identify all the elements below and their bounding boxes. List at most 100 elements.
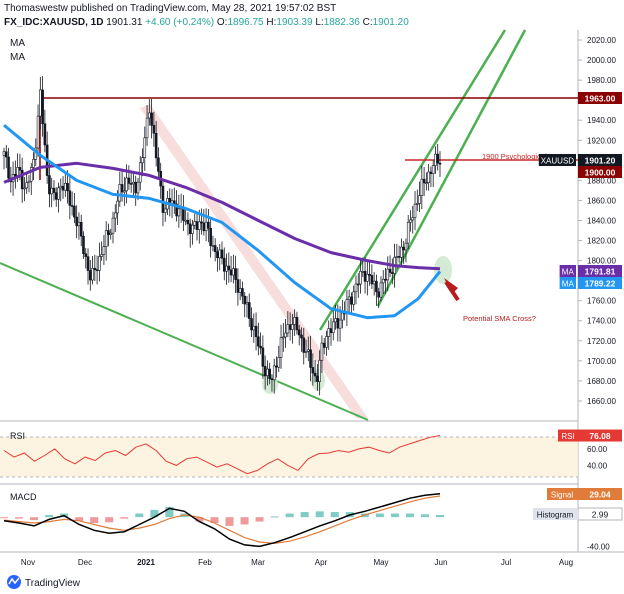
rsi-title[interactable]: RSI [10, 431, 25, 441]
candle-body [148, 112, 151, 119]
last-price: 1901.31 [106, 17, 143, 28]
candle-body [222, 257, 226, 272]
rsi-line[interactable] [3, 435, 441, 475]
candle-body [372, 280, 376, 285]
candle-body [247, 302, 251, 319]
ascending-channel-upper[interactable] [318, 29, 507, 331]
candle-body [134, 181, 138, 194]
candle-body [154, 132, 158, 159]
macd-histogram-bar [120, 517, 129, 519]
price-tick-label: 2020.00 [587, 36, 616, 45]
candle-body [32, 159, 35, 168]
candle-body [4, 151, 8, 158]
ascending-channel-lower[interactable] [376, 29, 527, 307]
macd-histogram-bar [330, 512, 339, 518]
candle-body [391, 272, 394, 274]
candle-body [43, 123, 47, 146]
price-label-tag-box [559, 277, 576, 289]
candle-body [266, 368, 269, 377]
candle-body [173, 200, 176, 205]
price-label-box [578, 277, 622, 289]
macd-signal-tag: Signal [551, 491, 573, 500]
candle-body [420, 178, 424, 196]
candle-body [102, 246, 106, 255]
candle-body [250, 318, 253, 331]
ma-fast-line[interactable] [3, 124, 442, 320]
macd-histogram-bar [240, 517, 249, 525]
candle-body [331, 321, 335, 333]
candle-body [429, 171, 433, 174]
candle-body [361, 270, 365, 273]
candle-body [100, 254, 103, 257]
candle-body [104, 230, 108, 247]
macd-line[interactable] [3, 493, 441, 548]
macd-histogram-bar [30, 517, 39, 521]
rsi-tick-label: 40.00 [587, 461, 608, 470]
macd-histogram-bar [75, 517, 84, 521]
candle-body [218, 249, 222, 259]
candle-body [282, 336, 285, 339]
macd-histogram-bar [225, 517, 234, 526]
price-label-value: 1900.00 [585, 168, 616, 178]
price-label-box [578, 154, 622, 166]
ma-legend-1[interactable]: MA [10, 38, 25, 49]
candle-body [329, 328, 333, 333]
macd-histogram-tag: Histogram [537, 511, 574, 520]
candle-body [202, 222, 206, 232]
candle-body [68, 190, 72, 206]
macd-title[interactable]: MACD [10, 492, 37, 502]
candle-body [411, 217, 415, 221]
candle-body [241, 288, 244, 297]
lower-support-trendline[interactable] [0, 262, 369, 421]
candle-body [397, 256, 401, 258]
candle-body [288, 324, 292, 330]
candle-body [320, 342, 324, 361]
candle-body [406, 221, 410, 244]
price-label-box [578, 92, 622, 104]
macd-histogram-bar [45, 514, 54, 518]
candle-body [191, 224, 194, 234]
price-tick-label: 1660.00 [587, 397, 616, 406]
ma-slow-line[interactable] [3, 161, 441, 271]
candle-body [352, 291, 356, 305]
tradingview-logo[interactable]: TradingView [7, 575, 81, 589]
macd-histogram-bar [405, 513, 414, 518]
candle-body [384, 278, 387, 281]
descending-channel-band[interactable] [140, 104, 368, 418]
sma-cross-annotation: Potential SMA Cross? [463, 314, 536, 323]
candle-body [127, 177, 131, 184]
candle-body [313, 372, 317, 377]
close-label: C: [362, 17, 373, 28]
macd-signal-value: 29.04 [589, 490, 611, 500]
price-label-value: 1789.22 [585, 279, 616, 289]
candle-body [136, 181, 140, 194]
time-tick-label: Jun [435, 558, 448, 567]
ma-legend-2[interactable]: MA [10, 52, 25, 63]
candle-body [318, 359, 321, 382]
candle-body [336, 318, 340, 329]
publisher-line: Thomaswestw published on TradingView.com… [4, 3, 336, 14]
candle-body [418, 195, 421, 204]
candle-body [216, 251, 219, 259]
macd-histogram-bar [150, 509, 159, 518]
candle-body [438, 162, 442, 165]
candle-body [7, 156, 10, 179]
time-tick-label: 2021 [137, 558, 155, 567]
candle-body [57, 187, 60, 200]
candle-body [120, 184, 124, 193]
candle-body [304, 351, 308, 353]
rsi-tick-label: 60.00 [587, 445, 608, 454]
symbol-name[interactable]: FX_IDC:XAUUSD, 1D [4, 17, 104, 28]
macd-signal-line[interactable] [3, 495, 441, 545]
candle-body [293, 317, 296, 325]
candle-body [79, 221, 83, 237]
macd-histogram-bar [375, 513, 384, 518]
candle-body [316, 375, 319, 382]
time-tick-label: Mar [251, 558, 265, 567]
candle-body [327, 328, 331, 337]
tradingview-brand: TradingView [25, 578, 81, 589]
candle-body [39, 89, 42, 117]
candle-body [427, 171, 430, 184]
psychological-annotation: 1900 Psychological [482, 152, 547, 161]
